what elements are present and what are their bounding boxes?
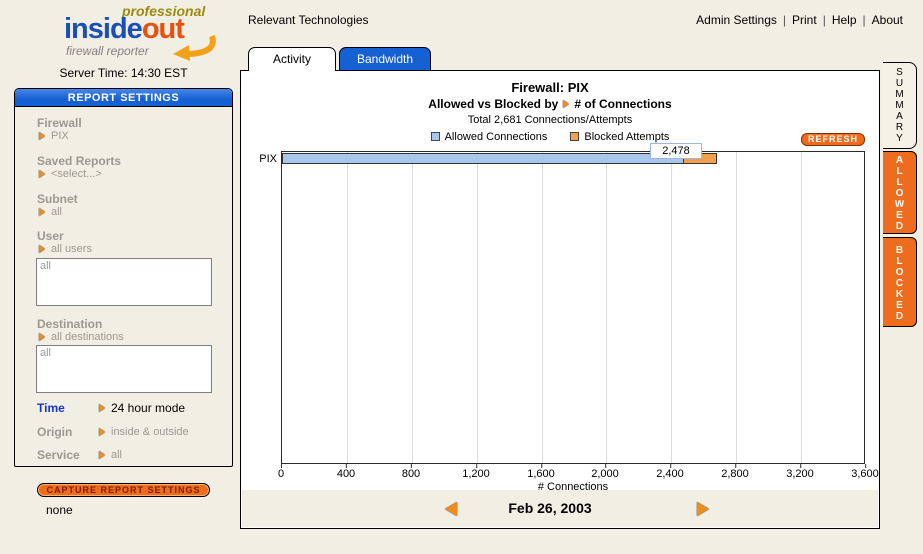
chart-legend: Allowed Connections Blocked Attempts (241, 131, 859, 143)
subnet-label: Subnet (37, 192, 78, 206)
legend-allowed: Allowed Connections (430, 131, 547, 143)
previous-day-arrow-icon[interactable] (445, 502, 457, 516)
gridline (412, 152, 413, 463)
bar-category-label: PIX (259, 153, 277, 165)
print-link[interactable]: Print (792, 13, 817, 27)
x-tick-label: 2,000 (591, 464, 619, 480)
subtitle-arrow-icon[interactable] (563, 99, 570, 108)
bar-value-tooltip: 2,478 (650, 143, 702, 159)
user-listbox[interactable]: all (36, 258, 212, 306)
capture-report-settings-button[interactable]: CAPTURE REPORT SETTINGS (37, 483, 210, 497)
report-settings-panel: REPORT SETTINGS Firewall PIX Saved Repor… (14, 88, 233, 467)
field-arrow-icon (39, 333, 45, 341)
side-tab-allowed[interactable]: A L L O W E D (883, 151, 917, 234)
panel-footer (242, 490, 878, 527)
x-tick-label: 1,200 (462, 464, 490, 480)
logo-wordmark: insideout (64, 13, 185, 45)
swoosh-arrow-icon (170, 35, 216, 66)
admin-settings-link[interactable]: Admin Settings (696, 13, 777, 27)
user-value[interactable]: all users (39, 243, 92, 255)
chart-plot-area (281, 151, 865, 464)
link-separator: | (782, 13, 787, 27)
destination-label: Destination (37, 317, 103, 331)
service-row: Service all (37, 448, 226, 462)
destination-value[interactable]: all destinations (39, 331, 124, 343)
blocked-swatch-icon (570, 132, 580, 141)
app-logo: professional insideout firewall reporter (58, 3, 228, 61)
user-label: User (37, 229, 64, 243)
time-value[interactable]: 24 hour mode (99, 401, 185, 415)
capture-status-text: none (46, 503, 73, 517)
logo-professional-label: professional (122, 3, 206, 19)
time-label: Time (37, 401, 65, 415)
gridline (347, 152, 348, 463)
x-tick-label: 400 (336, 464, 356, 480)
field-arrow-icon (39, 208, 45, 216)
firewall-value[interactable]: PIX (39, 130, 69, 142)
field-arrow-icon (99, 451, 105, 459)
side-tab-blocked[interactable]: B L O C K E D (883, 237, 917, 327)
link-separator: | (822, 13, 826, 27)
gridline (671, 152, 672, 463)
service-value[interactable]: all (99, 449, 122, 461)
allowed-swatch-icon (430, 132, 440, 141)
activity-report-panel: Firewall: PIX Allowed vs Blocked by # of … (240, 70, 880, 529)
refresh-button[interactable]: REFRESH (801, 133, 865, 146)
report-date: Feb 26, 2003 (508, 500, 592, 516)
x-tick-label: 3,200 (786, 464, 814, 480)
saved-reports-value[interactable]: <select...> (39, 168, 102, 180)
legend-blocked: Blocked Attempts (570, 131, 669, 143)
report-settings-title: REPORT SETTINGS (15, 89, 232, 107)
x-tick-label: 2,800 (721, 464, 749, 480)
gridline (801, 152, 802, 463)
about-link[interactable]: About (871, 13, 903, 27)
time-row: Time 24 hour mode (37, 401, 226, 415)
next-day-arrow-icon[interactable] (697, 502, 709, 516)
bar-allowed-segment[interactable] (282, 153, 684, 164)
origin-label: Origin (37, 425, 73, 439)
x-axis-title: # Connections (537, 481, 609, 493)
x-tick-label: 2,400 (656, 464, 684, 480)
tab-activity[interactable]: Activity (248, 47, 336, 71)
gridline (477, 152, 478, 463)
server-time: Server Time: 14:30 EST (59, 66, 188, 80)
logo-tagline: firewall reporter (66, 44, 149, 58)
field-arrow-icon (99, 404, 105, 412)
chart-subtitle: Allowed vs Blocked by # of Connections (428, 97, 672, 111)
firewall-label: Firewall (37, 116, 82, 130)
help-link[interactable]: Help (831, 13, 857, 27)
origin-row: Origin inside & outside (37, 425, 226, 439)
gridline (736, 152, 737, 463)
field-arrow-icon (39, 170, 45, 178)
x-tick-label: 800 (401, 464, 421, 480)
tab-bandwidth[interactable]: Bandwidth (339, 47, 431, 70)
origin-value[interactable]: inside & outside (99, 426, 189, 438)
field-arrow-icon (99, 428, 105, 436)
top-nav: Admin Settings | Print | Help | About (692, 13, 907, 27)
gridline (606, 152, 607, 463)
chart-total: Total 2,681 Connections/Attempts (467, 114, 633, 126)
destination-listbox[interactable]: all (36, 345, 212, 393)
site-label: Relevant Technologies (248, 13, 369, 27)
x-tick-label: 0 (277, 464, 285, 480)
saved-reports-label: Saved Reports (37, 154, 122, 168)
subnet-value[interactable]: all (39, 206, 62, 218)
x-tick-label: 1,600 (527, 464, 555, 480)
field-arrow-icon (39, 132, 45, 140)
link-separator: | (862, 13, 866, 27)
x-tick-label: 3,600 (851, 464, 879, 480)
service-label: Service (37, 448, 80, 462)
side-tab-summary[interactable]: S U M M A R Y (883, 62, 917, 149)
chart-title: Firewall: PIX (511, 80, 589, 95)
field-arrow-icon (39, 245, 45, 253)
gridline (542, 152, 543, 463)
